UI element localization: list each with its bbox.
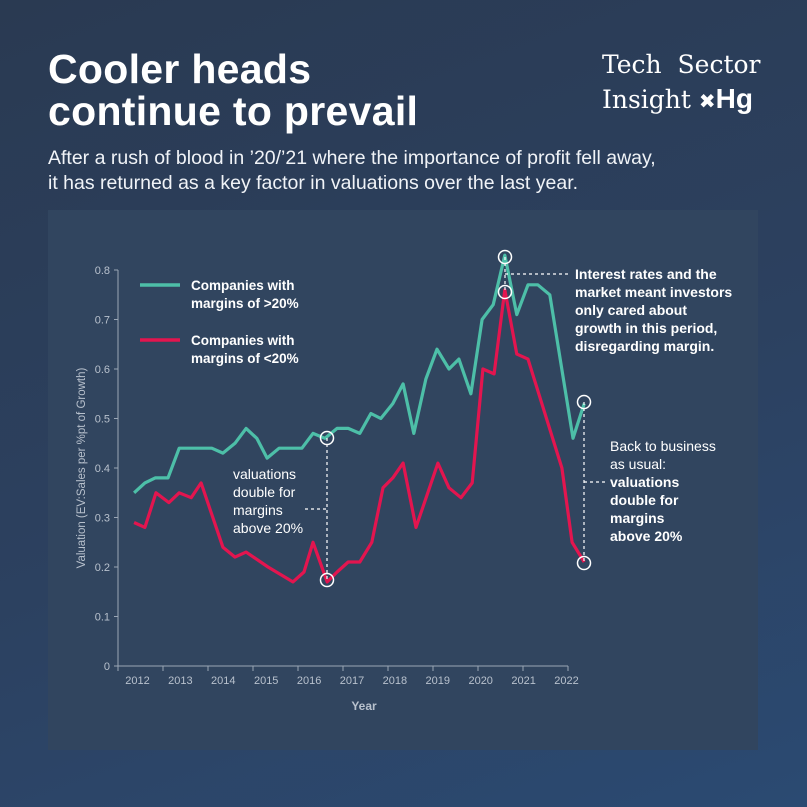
cross-icon: ✖: [698, 89, 716, 113]
annotation-2016: valuations double for margins above 20%: [233, 465, 303, 537]
annotation-line: as usual:: [610, 456, 667, 472]
annotation-line: Interest rates and the: [575, 266, 717, 282]
annotation-line: double for: [610, 492, 679, 508]
annotation-line: margins: [610, 510, 665, 526]
x-tick-label: 2021: [511, 675, 535, 687]
series-line-high-margin: [133, 253, 586, 494]
legend-label-high-margin: Companies with margins of >20%: [191, 278, 299, 311]
x-tick-label: 2014: [211, 675, 235, 687]
annotation-line: only cared about: [575, 302, 688, 318]
annotation-line: growth in this period,: [575, 320, 718, 336]
y-axis-label: Valuation (EV:Sales per %pt of Growth): [76, 367, 88, 568]
x-tick-label: 2016: [297, 675, 321, 687]
y-tick-label: 0.8: [95, 265, 110, 277]
annotation-line: above 20%: [233, 520, 304, 536]
annotation-line: margins: [233, 502, 283, 518]
y-tick-label: 0.6: [95, 364, 110, 376]
highlight-circle: [319, 430, 335, 446]
highlight-circle: [319, 572, 335, 588]
highlight-circle: [576, 555, 592, 571]
annotation-line: Back to business: [610, 438, 716, 454]
x-tick-label: 2017: [340, 675, 364, 687]
x-tick-label: 2013: [168, 675, 192, 687]
legend-label-low-margin: Companies with margins of <20%: [191, 333, 299, 366]
annotation-2020-peak: Interest rates and the market meant inves…: [575, 265, 732, 355]
y-tick-label: 0.4: [95, 463, 110, 475]
y-tick-label: 0: [104, 661, 110, 673]
highlight-circle: [497, 284, 513, 300]
annotation-2022: Back to business as usual: valuations doubl…: [610, 437, 716, 545]
annotation-line: valuations: [233, 466, 297, 482]
annotation-line: market meant investors: [575, 284, 733, 300]
x-axis-label: Year: [351, 699, 377, 713]
y-tick-label: 0.7: [95, 315, 110, 327]
subtitle: After a rush of blood in ’20/’21 where t…: [48, 147, 656, 194]
annotation-line: valuations: [610, 474, 680, 490]
highlight-circle: [576, 394, 592, 410]
x-tick-label: 2018: [383, 675, 407, 687]
highlight-circle: [497, 249, 513, 265]
y-tick-label: 0.2: [95, 562, 110, 574]
annotation-line: above 20%: [610, 528, 683, 544]
y-tick-label: 0.5: [95, 414, 110, 426]
y-tick-label: 0.3: [95, 513, 110, 525]
x-tick-label: 2015: [254, 675, 278, 687]
annotation-line: double for: [233, 484, 296, 500]
page-title: Cooler heads continue to prevail: [48, 46, 419, 134]
annotation-line: disregarding margin.: [575, 338, 715, 354]
x-tick-label: 2022: [554, 675, 578, 687]
x-tick-label: 2020: [468, 675, 492, 687]
y-tick-label: 0.1: [95, 612, 110, 624]
x-tick-label: 2019: [426, 675, 450, 687]
x-tick-label: 2012: [125, 675, 149, 687]
logo: Tech Sector Insight ✖Hg: [602, 50, 761, 114]
chart-panel: [48, 210, 758, 750]
series-line-low-margin: [133, 288, 586, 584]
